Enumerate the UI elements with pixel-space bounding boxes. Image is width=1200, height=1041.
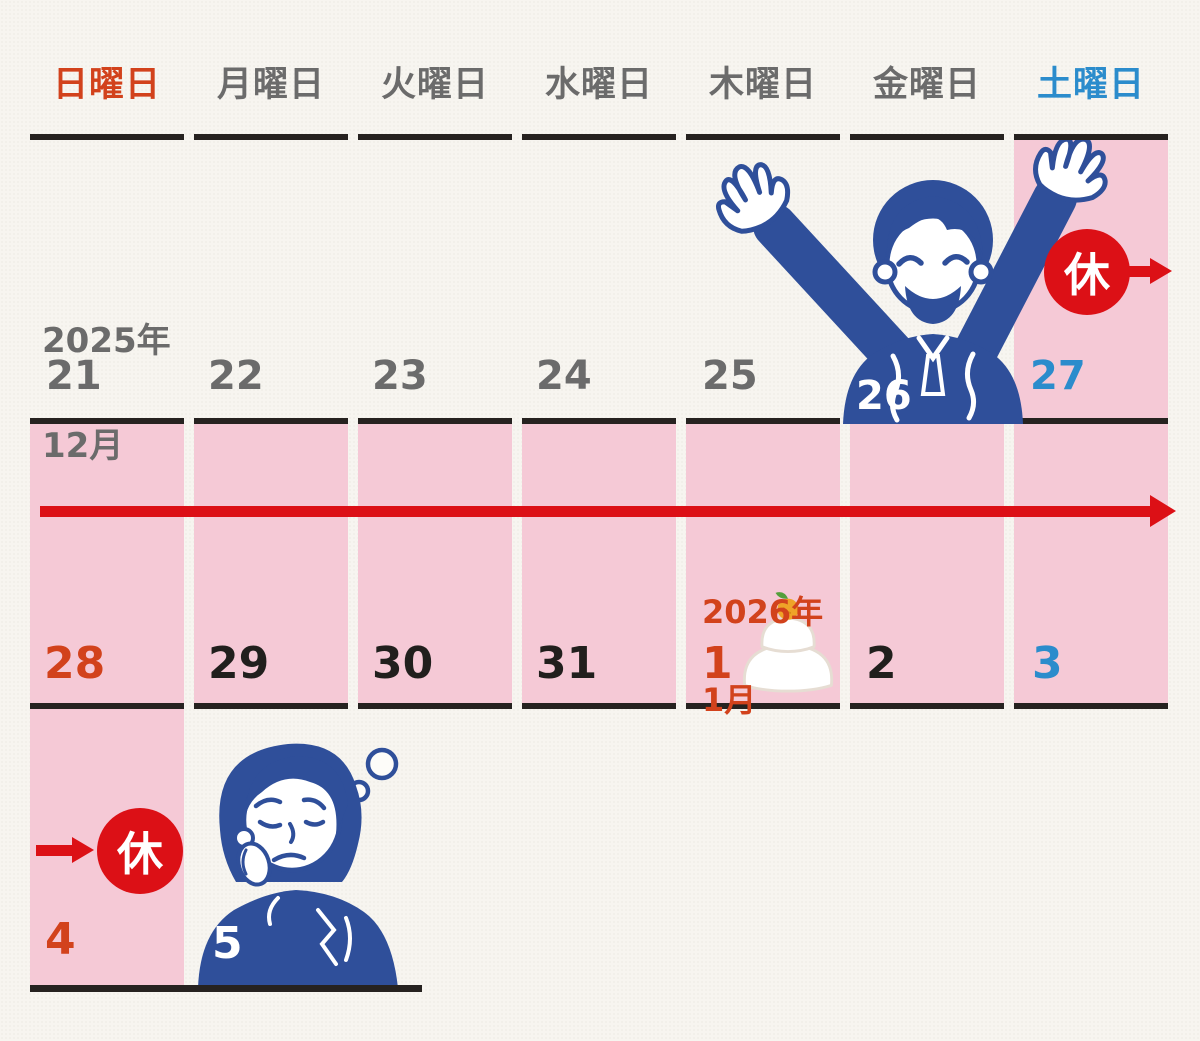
date-dec27: 27 <box>1030 353 1086 399</box>
weekday-header-tuesday: 火曜日 <box>380 65 489 105</box>
date-dec23: 23 <box>372 353 428 399</box>
badge-arrowhead-icon <box>72 837 94 863</box>
suit-body <box>198 890 398 988</box>
closed-eye <box>257 819 283 829</box>
row-divider <box>1014 703 1168 709</box>
ear <box>968 259 994 285</box>
row-divider <box>522 703 676 709</box>
date-jan3: 3 <box>1032 638 1063 689</box>
week3-bottom-line <box>30 985 422 992</box>
thought-bubble-icon <box>365 747 399 781</box>
month-label-2026-january: 2026年 1月 <box>702 546 823 723</box>
weekday-header-sunday: 日曜日 <box>52 65 161 105</box>
month-label: 12月 <box>42 426 124 467</box>
daidai-detail <box>782 606 792 615</box>
smiling-eye <box>942 254 970 266</box>
frowning-mouth <box>271 852 307 863</box>
header-underline <box>358 134 512 140</box>
date-dec28: 28 <box>44 638 106 689</box>
date-dec24: 24 <box>536 353 592 399</box>
date-dec29: 29 <box>208 638 270 689</box>
date-jan4: 4 <box>45 914 76 965</box>
holiday-badge-dec27: 休 <box>1044 229 1130 315</box>
spread-hand-icon <box>716 162 791 234</box>
date-dec31: 31 <box>536 638 598 689</box>
header-underline <box>30 134 184 140</box>
badge-arrowhead-icon <box>1150 258 1172 284</box>
raised-left-arm <box>753 204 915 376</box>
date-jan2: 2 <box>866 638 897 689</box>
row-divider <box>30 418 184 424</box>
holiday-cell-dec30 <box>358 424 512 703</box>
mochi-bottom <box>743 643 834 693</box>
worried-eyebrow <box>301 797 327 811</box>
laughing-mouth <box>905 286 961 324</box>
weekday-header-wednesday: 水曜日 <box>544 65 653 105</box>
date-jan1: 1 <box>702 638 733 689</box>
date-jan5: 5 <box>212 918 243 969</box>
weekday-header-thursday: 木曜日 <box>708 65 817 105</box>
shirt-collar <box>267 896 280 926</box>
header-underline <box>686 134 840 140</box>
spread-hand-icon <box>1033 140 1108 203</box>
weekday-header-friday: 金曜日 <box>872 65 981 105</box>
weekday-header-monday: 月曜日 <box>216 65 325 105</box>
badge-arrow-right <box>1126 266 1152 277</box>
year-label: 2025年 <box>42 320 171 361</box>
row-divider <box>358 418 512 424</box>
month-label-2025-december: 2025年 12月 <box>42 262 171 473</box>
jacket-lapel <box>965 351 977 421</box>
daidai-orange <box>777 598 799 620</box>
row-divider <box>1014 418 1168 424</box>
year-label: 2026年 <box>702 593 824 632</box>
kagami-mochi-icon <box>743 592 834 693</box>
smiling-eye <box>896 255 924 267</box>
row-divider <box>30 703 184 709</box>
finger-line <box>241 848 248 876</box>
weekday-header-saturday: 土曜日 <box>1036 65 1145 105</box>
nose <box>288 822 296 844</box>
date-dec21: 21 <box>46 353 102 399</box>
holiday-span-arrow <box>40 506 1154 517</box>
suit-body <box>843 334 1023 424</box>
holiday-cell-jan2 <box>850 424 1004 703</box>
jacket-lapel <box>344 916 352 962</box>
row-divider <box>194 703 348 709</box>
row-divider <box>686 703 840 709</box>
date-dec22: 22 <box>208 353 264 399</box>
row-divider <box>686 418 840 424</box>
row-divider <box>850 703 1004 709</box>
raised-right-arm <box>953 176 1077 374</box>
daidai-leaf <box>775 592 789 599</box>
header-underline <box>194 134 348 140</box>
row-divider <box>358 703 512 709</box>
row-divider <box>194 418 348 424</box>
hair-fringe <box>886 196 983 258</box>
happy-office-worker-illustration <box>716 140 1108 424</box>
month-label: 1月 <box>702 681 757 720</box>
badge-arrow-right <box>36 845 74 856</box>
holiday-cell-dec29 <box>194 424 348 703</box>
hair-fringe <box>246 756 348 834</box>
mochi-top <box>760 616 816 654</box>
closed-eye <box>303 819 326 827</box>
teeth <box>911 282 955 298</box>
holiday-badge-jan4: 休 <box>97 808 183 894</box>
jacket-lapel <box>889 353 901 423</box>
worried-eyebrow <box>253 797 283 809</box>
necktie <box>316 908 338 966</box>
sad-office-worker-illustration <box>198 743 399 988</box>
holiday-span-arrowhead-icon <box>1150 495 1176 527</box>
header-underline <box>850 134 1004 140</box>
ear <box>872 259 898 285</box>
header-underline <box>522 134 676 140</box>
date-dec30: 30 <box>372 638 434 689</box>
holiday-cell-dec31 <box>522 424 676 703</box>
date-dec26: 26 <box>856 373 912 419</box>
date-dec25: 25 <box>702 353 758 399</box>
header-underline <box>1014 134 1168 140</box>
necktie <box>920 354 946 396</box>
row-divider <box>522 418 676 424</box>
